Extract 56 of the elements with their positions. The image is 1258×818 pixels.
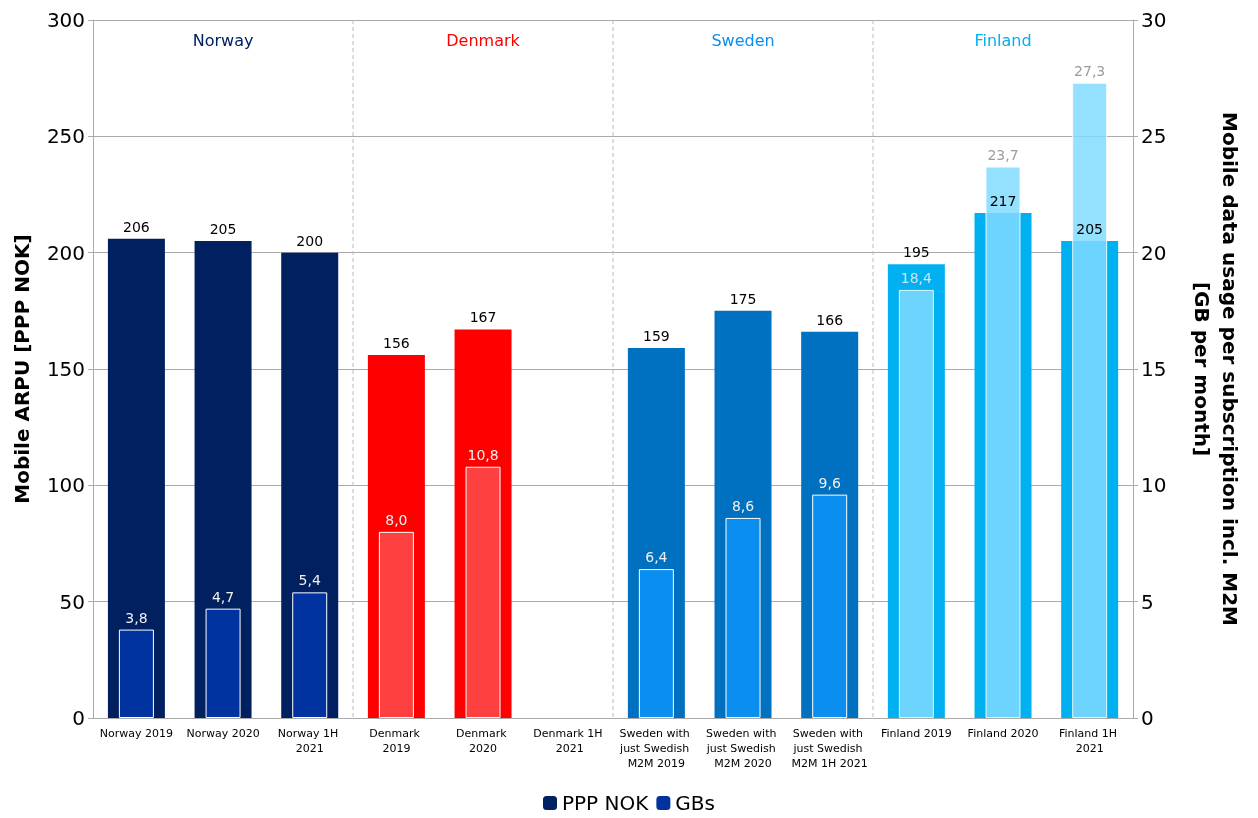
x-tick-label: Sweden with just Swedish M2M 1H 2021 — [791, 727, 868, 770]
data-label: 27,3 — [1074, 62, 1106, 79]
data-label: 6,4 — [645, 549, 668, 566]
data-label: 166 — [816, 311, 844, 328]
data-label: 206 — [123, 218, 150, 235]
data-label: 10,8 — [467, 446, 499, 463]
data-label: 175 — [729, 290, 757, 307]
data-label: 18,4 — [900, 269, 933, 286]
y2-tick-label: 30 — [1141, 8, 1167, 32]
data-label: 156 — [383, 335, 410, 352]
data-label: 5,4 — [298, 572, 321, 589]
y2-tick-label: 10 — [1141, 473, 1167, 498]
y2-tick-label: 15 — [1141, 357, 1167, 381]
x-tick-label: Denmark 1H 2021 — [533, 727, 607, 755]
data-label: 9,6 — [818, 474, 841, 491]
y-tick-label: 0 — [72, 706, 86, 730]
annotation: Norway — [192, 30, 254, 50]
x-tick-label: Sweden with just Swedish M2M 2019 — [619, 727, 694, 770]
x-tick-label: Finland 1H 2021 — [1058, 727, 1121, 755]
annotation: Denmark — [446, 30, 521, 50]
y-tick-label: 150 — [46, 357, 86, 381]
x-tick-label: Denmark 2020 — [456, 727, 511, 755]
data-label: 159 — [643, 328, 670, 345]
y-tick-label: 50 — [59, 589, 86, 614]
data-label: 8,6 — [731, 497, 755, 514]
y-axis-title: Mobile ARPU [PPP NOK] — [10, 234, 34, 504]
data-label: 200 — [296, 232, 324, 249]
y2-tick-label: 0 — [1141, 706, 1154, 730]
x-tick-label: Finland 2019 — [880, 727, 952, 740]
x-tick-label: Finland 2020 — [967, 727, 1039, 740]
data-label: 205 — [209, 221, 237, 238]
data-label: 3,8 — [125, 609, 148, 626]
data-label: 195 — [902, 244, 930, 261]
data-label: 205 — [1076, 221, 1104, 238]
data-label: 4,7 — [211, 588, 235, 605]
legend-label: PPP NOK — [562, 791, 650, 815]
data-label: 8,0 — [385, 511, 408, 528]
annotation: Sweden — [711, 30, 775, 50]
y2-tick-label: 25 — [1141, 124, 1167, 149]
data-label: 167 — [469, 309, 497, 326]
annotation: Finland — [974, 30, 1032, 50]
data-label: 23,7 — [987, 146, 1019, 163]
y-tick-label: 250 — [46, 124, 86, 149]
x-tick-label: Sweden with just Swedish M2M 2020 — [705, 727, 780, 770]
x-tick-label: Denmark 2019 — [369, 727, 424, 755]
data-label: 217 — [989, 193, 1017, 210]
y-tick-label: 200 — [46, 240, 86, 265]
y-tick-label: 100 — [46, 473, 86, 498]
y2-tick-label: 5 — [1141, 589, 1154, 614]
x-tick-label: Norway 2019 — [99, 727, 174, 740]
legend-label: GBs — [675, 791, 715, 815]
x-tick-label: Norway 1H 2021 — [277, 727, 342, 755]
y2-tick-label: 20 — [1141, 240, 1167, 265]
y2-axis-title: Mobile data usage per subscription incl. M2M [GB per month] — [1190, 112, 1242, 626]
y-tick-label: 300 — [46, 8, 86, 32]
x-tick-label: Norway 2020 — [186, 727, 260, 740]
